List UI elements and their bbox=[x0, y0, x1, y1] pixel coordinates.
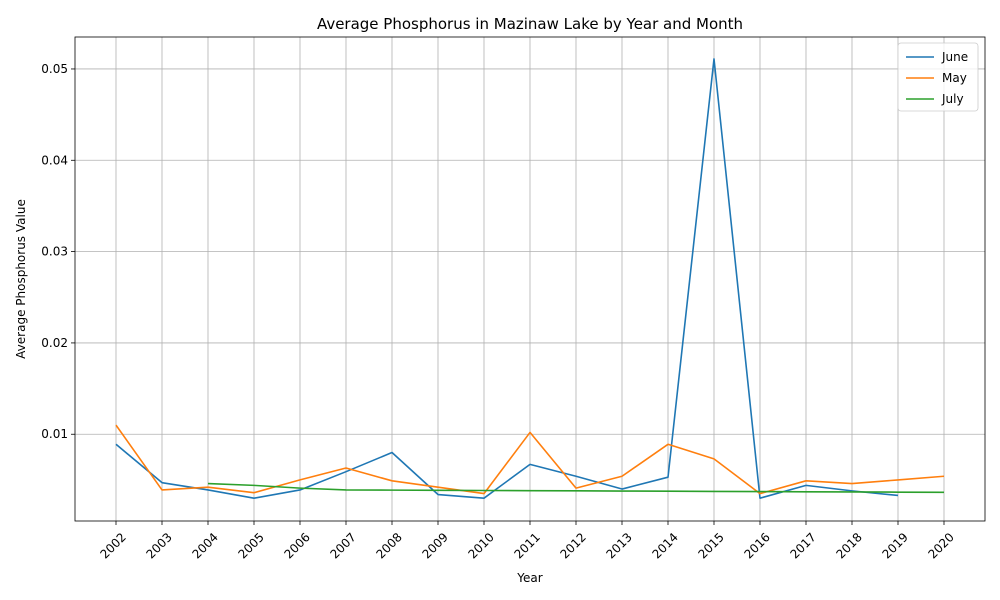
y-tick-label: 0.03 bbox=[41, 245, 68, 259]
legend-label: July bbox=[941, 92, 964, 106]
y-tick-label: 0.04 bbox=[41, 153, 68, 167]
y-tick-label: 0.02 bbox=[41, 336, 68, 350]
legend-label: May bbox=[942, 71, 967, 85]
series-line-july bbox=[207, 482, 945, 494]
legend-box bbox=[897, 42, 979, 112]
y-axis-label: Average Phosphorus Value bbox=[14, 199, 28, 359]
series-line-may bbox=[115, 424, 945, 495]
legend-label: June bbox=[941, 50, 968, 64]
chart-title: Average Phosphorus in Mazinaw Lake by Ye… bbox=[317, 15, 743, 33]
series-line-june bbox=[115, 58, 899, 499]
y-tick-label: 0.05 bbox=[41, 62, 68, 76]
grid-lines bbox=[75, 37, 985, 521]
legend: June May July bbox=[897, 42, 979, 112]
y-tick-label: 0.01 bbox=[41, 427, 68, 441]
x-axis-label: Year bbox=[516, 571, 542, 585]
series-lines bbox=[115, 58, 945, 499]
